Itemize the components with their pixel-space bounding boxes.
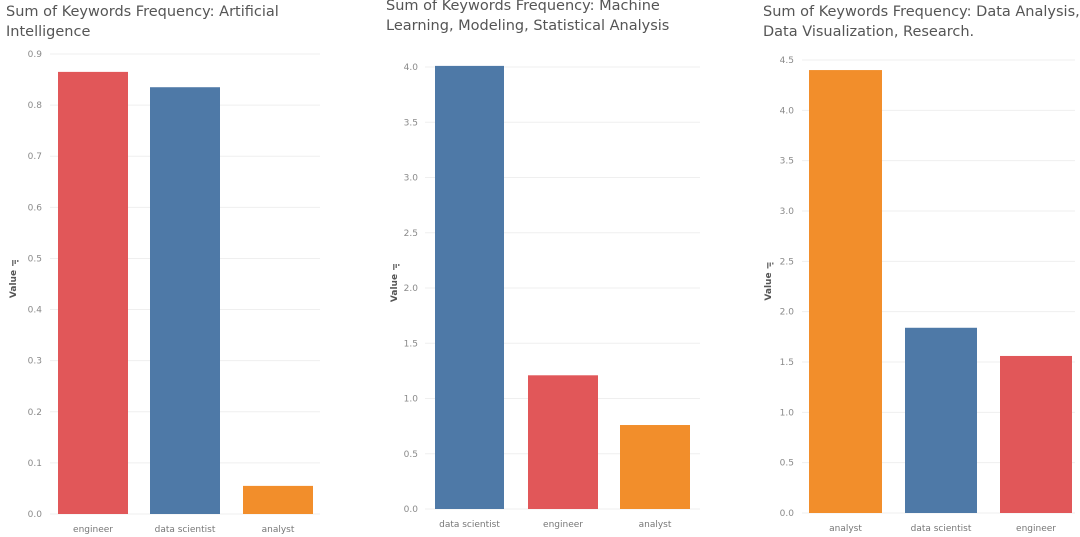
y-tick-label: 1.5 — [780, 358, 794, 368]
y-tick-label: 0.8 — [28, 101, 43, 111]
y-tick-label: 4.5 — [780, 56, 794, 66]
y-tick-label: 0.5 — [404, 450, 418, 460]
chart-panel-ml: Sum of Keywords Frequency: Machine Learn… — [380, 0, 710, 537]
sort-icon-bar — [12, 260, 14, 266]
y-tick-label: 0.5 — [780, 459, 794, 469]
y-tick-label: 3.5 — [780, 157, 794, 167]
y-axis-title: Value — [390, 274, 400, 302]
y-tick-label: 0.0 — [404, 505, 419, 515]
y-tick-label: 0.1 — [28, 459, 42, 469]
chart-title: Sum of Keywords Frequency: Machine Learn… — [386, 0, 670, 34]
y-axis-title: Value — [9, 270, 19, 298]
x-category-label: data scientist — [155, 525, 216, 535]
bar-engineer — [58, 71, 128, 514]
y-tick-label: 4.0 — [404, 63, 419, 73]
x-category-label: data scientist — [911, 524, 972, 534]
x-category-label: engineer — [543, 520, 583, 530]
bar-engineer — [1000, 355, 1072, 513]
y-tick-label: 3.0 — [404, 174, 419, 184]
x-category-label: engineer — [1016, 524, 1056, 534]
y-tick-label: 0.5 — [28, 254, 42, 264]
y-tick-label: 2.5 — [404, 229, 418, 239]
sort-icon — [767, 262, 774, 269]
x-category-label: data scientist — [439, 520, 500, 530]
bar-data-scientist — [435, 65, 504, 510]
bar-engineer — [528, 375, 598, 509]
y-tick-label: 1.0 — [780, 408, 795, 418]
x-category-label: analyst — [639, 520, 672, 530]
chart-panel-ai: Sum of Keywords Frequency: Artificial In… — [0, 0, 340, 537]
y-axis-title: Value — [764, 272, 774, 300]
bar-chart: 0.0 0.5 1.0 1.5 2.0 2.5 3.0 3.5 4.0 4.5 Value analy… — [764, 56, 1075, 534]
y-tick-label: 1.5 — [404, 339, 418, 349]
sort-icon-bar — [398, 264, 400, 266]
chart-title: Sum of Keywords Frequency: Artificial In… — [6, 4, 279, 40]
bar-chart: 0.0 0.1 0.2 0.3 0.4 0.5 0.6 0.7 0.8 0.9 Value engin… — [9, 50, 320, 535]
y-tick-label: 2.0 — [404, 284, 419, 294]
sort-icon-bar — [393, 264, 395, 270]
bar-data-scientist — [150, 87, 220, 514]
sort-icon — [12, 260, 19, 266]
y-tick-label: 0.3 — [28, 357, 42, 367]
sort-icon-bar — [769, 262, 771, 267]
x-category-label: engineer — [73, 525, 113, 535]
y-tick-label: 3.0 — [780, 207, 795, 217]
bar-analyst — [809, 70, 882, 514]
sort-icon-bar — [17, 260, 19, 262]
sort-icon-bar — [14, 260, 16, 264]
sort-icon — [393, 264, 400, 270]
y-tick-label: 2.5 — [780, 257, 794, 267]
y-tick-label: 0.0 — [28, 510, 43, 520]
y-tick-label: 4.0 — [780, 106, 795, 116]
sort-icon-bar — [767, 262, 769, 269]
y-tick-label: 0.2 — [28, 408, 42, 418]
sort-icon-bar — [772, 262, 774, 265]
x-category-label: analyst — [829, 524, 862, 534]
bar-analyst — [243, 485, 313, 514]
chart-panel-data-analysis: Sum of Keywords Frequency: Data Analysis… — [757, 0, 1080, 537]
bar-data-scientist — [905, 327, 977, 513]
bar-chart: 0.0 0.5 1.0 1.5 2.0 2.5 3.0 3.5 4.0 Value data sci… — [390, 63, 700, 530]
x-category-label: analyst — [262, 525, 295, 535]
bar-analyst — [620, 425, 690, 509]
chart-title: Sum of Keywords Frequency: Data Analysis… — [763, 4, 1080, 40]
y-tick-label: 0.7 — [28, 152, 42, 162]
y-tick-label: 1.0 — [404, 395, 419, 405]
y-tick-label: 0.4 — [28, 306, 43, 316]
y-tick-label: 0.9 — [28, 50, 43, 60]
y-tick-label: 0.6 — [28, 203, 43, 213]
y-tick-label: 0.0 — [780, 509, 795, 519]
y-tick-label: 3.5 — [404, 118, 418, 128]
y-tick-label: 2.0 — [780, 308, 795, 318]
sort-icon-bar — [395, 264, 397, 268]
